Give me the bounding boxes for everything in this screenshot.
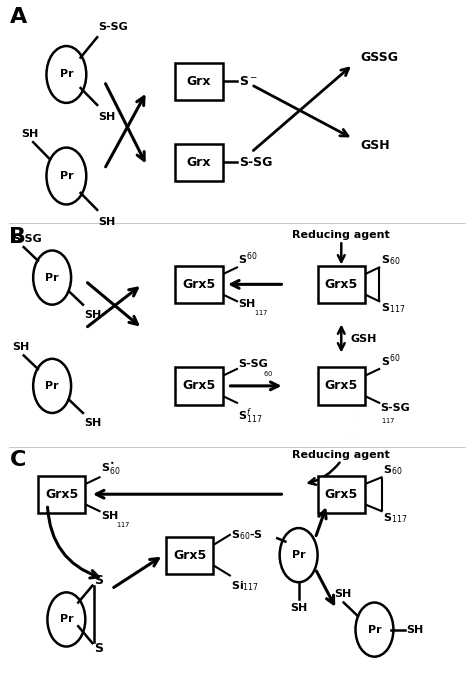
Text: SH: SH: [290, 603, 307, 613]
Text: B: B: [9, 227, 27, 247]
Text: Reducing agent: Reducing agent: [292, 450, 390, 460]
Text: SH: SH: [84, 310, 101, 320]
Text: SH: SH: [334, 589, 351, 599]
Text: Pr: Pr: [46, 381, 59, 391]
FancyBboxPatch shape: [175, 367, 223, 404]
Text: S$_{117}$: S$_{117}$: [383, 511, 407, 525]
Text: Grx5: Grx5: [325, 278, 358, 291]
Text: Pr: Pr: [60, 70, 73, 79]
Text: Pr: Pr: [368, 625, 381, 634]
Text: S$^{•}_{60}$: S$^{•}_{60}$: [101, 461, 120, 477]
Text: S: S: [94, 642, 103, 655]
Text: S$_{60}$-S: S$_{60}$-S: [231, 528, 264, 542]
Text: S: S: [94, 574, 103, 588]
Text: GSSG: GSSG: [360, 51, 398, 64]
FancyBboxPatch shape: [318, 475, 365, 513]
Text: S$_{60}$: S$_{60}$: [381, 254, 400, 267]
Text: SH: SH: [99, 112, 116, 122]
Text: Si$_{117}$: Si$_{117}$: [231, 579, 259, 592]
Text: SH: SH: [101, 511, 118, 521]
Text: S$^{60}$: S$^{60}$: [238, 250, 258, 267]
Text: Pr: Pr: [60, 171, 73, 181]
Text: SH: SH: [99, 217, 116, 227]
Text: $_{117}$: $_{117}$: [116, 520, 131, 530]
Text: Grx5: Grx5: [325, 379, 358, 393]
Text: Grx5: Grx5: [45, 487, 78, 501]
Text: S-SG: S-SG: [238, 359, 268, 369]
Text: S-SG: S-SG: [381, 403, 410, 413]
Text: S$^{60}$: S$^{60}$: [381, 352, 400, 369]
Text: Grx5: Grx5: [173, 548, 206, 562]
Text: Grx5: Grx5: [182, 379, 216, 393]
Text: Pr: Pr: [60, 615, 73, 624]
Text: GSH: GSH: [351, 334, 377, 343]
Text: Pr: Pr: [292, 550, 305, 560]
Text: $_{117}$: $_{117}$: [254, 308, 268, 318]
Text: S$^{f}_{117}$: S$^{f}_{117}$: [238, 406, 263, 426]
FancyBboxPatch shape: [166, 536, 213, 573]
Text: $_{60}$: $_{60}$: [263, 369, 273, 378]
Text: Pr: Pr: [46, 273, 59, 282]
Text: A: A: [9, 7, 27, 27]
Text: SH: SH: [12, 342, 29, 352]
Text: SH: SH: [238, 299, 255, 309]
Text: Grx: Grx: [187, 156, 211, 169]
FancyBboxPatch shape: [38, 475, 85, 513]
Text: GSH: GSH: [360, 139, 390, 152]
Text: SH: SH: [21, 129, 38, 139]
Text: C: C: [9, 450, 26, 471]
Text: S-SG: S-SG: [99, 22, 128, 32]
Text: S$_{117}$: S$_{117}$: [381, 301, 405, 315]
Text: Grx5: Grx5: [325, 487, 358, 501]
FancyBboxPatch shape: [318, 367, 365, 404]
Text: S-SG: S-SG: [12, 234, 42, 244]
Text: S$^-$: S$^-$: [239, 74, 259, 88]
Text: S-SG: S-SG: [239, 156, 273, 169]
FancyBboxPatch shape: [175, 265, 223, 303]
Text: Grx: Grx: [187, 74, 211, 88]
Text: SH: SH: [84, 418, 101, 429]
Text: Reducing agent: Reducing agent: [292, 230, 390, 240]
Text: $_{117}$: $_{117}$: [381, 416, 395, 427]
Text: Grx5: Grx5: [182, 278, 216, 291]
Text: SH: SH: [407, 625, 424, 634]
Text: S$_{60}$: S$_{60}$: [383, 464, 402, 477]
FancyBboxPatch shape: [318, 265, 365, 303]
FancyBboxPatch shape: [175, 144, 223, 181]
FancyBboxPatch shape: [175, 62, 223, 100]
